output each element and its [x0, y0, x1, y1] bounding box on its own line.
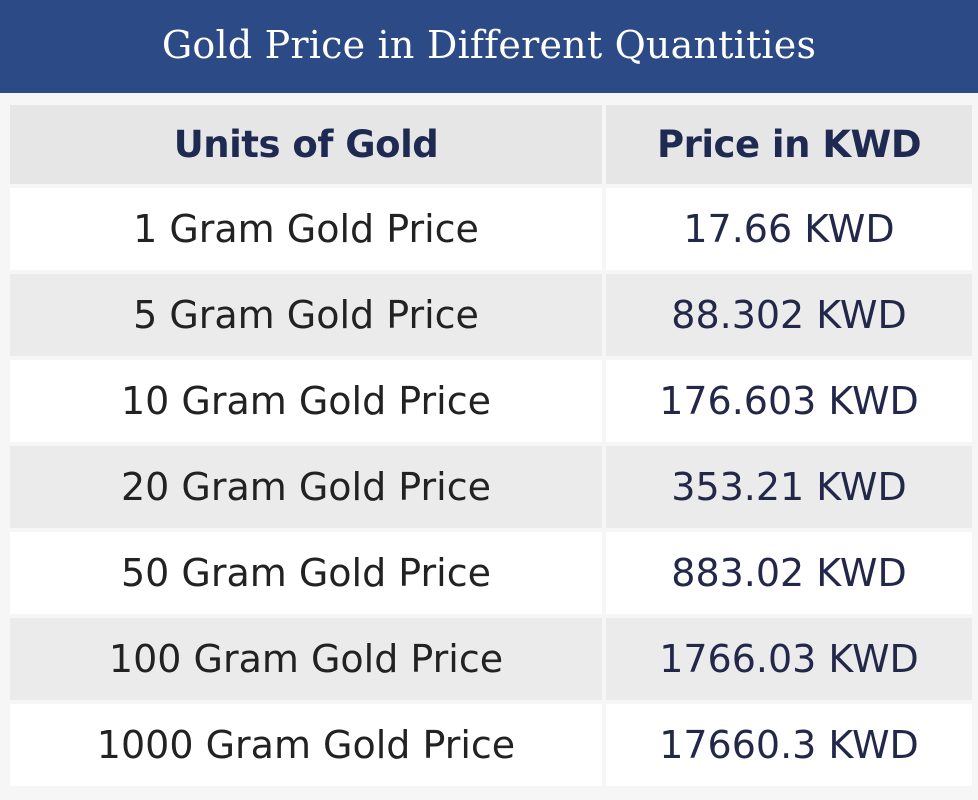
- table-header-row: Units of Gold Price in KWD: [10, 105, 972, 184]
- unit-cell: 5 Gram Gold Price: [10, 274, 602, 356]
- price-cell: 883.02 KWD: [606, 532, 972, 614]
- table-row: 10 Gram Gold Price 176.603 KWD: [10, 360, 972, 442]
- title-bar: Gold Price in Different Quantities: [0, 0, 978, 93]
- price-cell: 17660.3 KWD: [606, 704, 972, 786]
- table-title: Gold Price in Different Quantities: [161, 22, 817, 67]
- column-header-price: Price in KWD: [606, 105, 972, 184]
- price-cell: 1766.03 KWD: [606, 618, 972, 700]
- price-cell: 176.603 KWD: [606, 360, 972, 442]
- price-cell: 88.302 KWD: [606, 274, 972, 356]
- price-cell: 353.21 KWD: [606, 446, 972, 528]
- unit-cell: 10 Gram Gold Price: [10, 360, 602, 442]
- unit-cell: 1000 Gram Gold Price: [10, 704, 602, 786]
- price-cell: 17.66 KWD: [606, 188, 972, 270]
- table-row: 1000 Gram Gold Price 17660.3 KWD: [10, 704, 972, 786]
- table-row: 100 Gram Gold Price 1766.03 KWD: [10, 618, 972, 700]
- unit-cell: 1 Gram Gold Price: [10, 188, 602, 270]
- unit-cell: 50 Gram Gold Price: [10, 532, 602, 614]
- unit-cell: 100 Gram Gold Price: [10, 618, 602, 700]
- table-row: 50 Gram Gold Price 883.02 KWD: [10, 532, 972, 614]
- gold-price-table: Units of Gold Price in KWD 1 Gram Gold P…: [6, 101, 976, 790]
- column-header-units: Units of Gold: [10, 105, 602, 184]
- unit-cell: 20 Gram Gold Price: [10, 446, 602, 528]
- table-row: 20 Gram Gold Price 353.21 KWD: [10, 446, 972, 528]
- table-row: 1 Gram Gold Price 17.66 KWD: [10, 188, 972, 270]
- table-row: 5 Gram Gold Price 88.302 KWD: [10, 274, 972, 356]
